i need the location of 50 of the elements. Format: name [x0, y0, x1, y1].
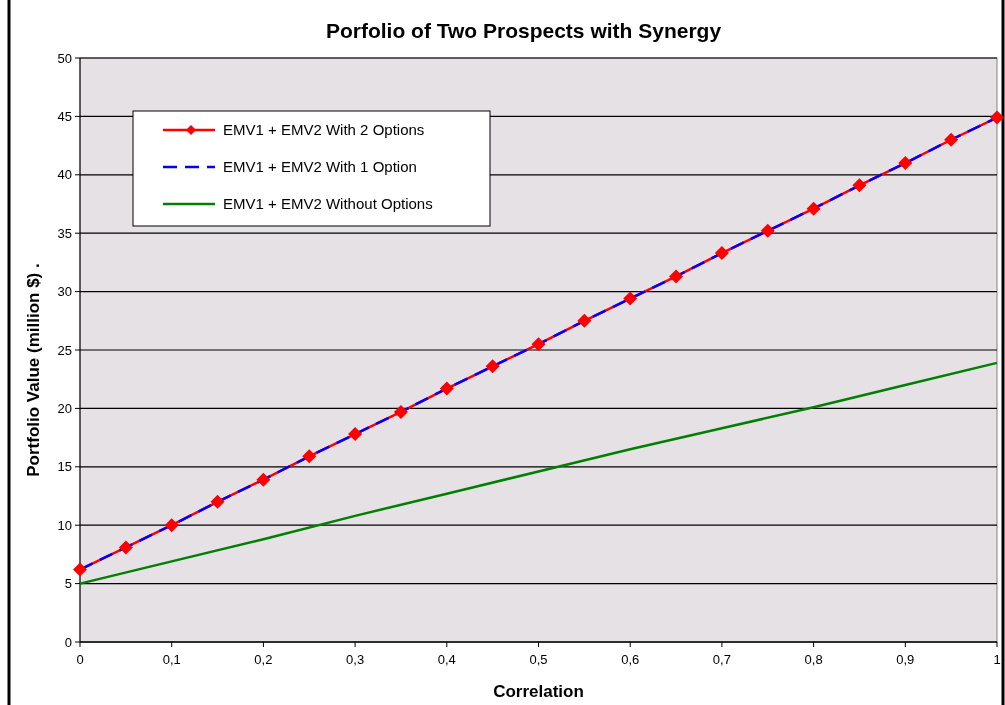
x-tick-label: 0,5: [529, 652, 548, 667]
y-tick-label: 20: [57, 400, 72, 416]
point: [439, 381, 454, 396]
point: [806, 201, 821, 216]
legend-label: EMV1 + EMV2 Without Options: [223, 195, 433, 213]
y-tick-label: 40: [57, 167, 72, 183]
point: [760, 223, 775, 238]
y-tick-label: 10: [57, 517, 72, 533]
point: [898, 156, 913, 171]
x-tick-label: 0,8: [804, 652, 823, 667]
point: [348, 427, 363, 442]
x-tick-label: 0: [76, 652, 84, 667]
point: [669, 269, 684, 284]
y-axis-title: Portfolio Value (million $) .: [24, 263, 43, 477]
chart-title: Porfolio of Two Prospects with Synergy: [325, 19, 722, 42]
legend-label: EMV1 + EMV2 With 1 Option: [223, 158, 417, 176]
y-tick-label: 35: [57, 225, 72, 241]
point: [73, 562, 87, 577]
point: [944, 132, 959, 147]
line-series: [78, 361, 999, 585]
y-tick-label: 0: [64, 634, 72, 650]
x-tick-label: 0,6: [621, 652, 640, 667]
x-tick-label: 0,2: [254, 652, 273, 667]
x-tick-label: 1: [993, 652, 1001, 667]
y-tick-label: 5: [64, 576, 72, 592]
x-tick-label: 0,4: [437, 652, 456, 667]
point: [256, 472, 271, 487]
point: [302, 449, 317, 464]
y-tick-label: 30: [57, 284, 72, 300]
point: [623, 291, 638, 306]
x-axis-title: Correlation: [493, 682, 584, 701]
point: [852, 178, 867, 193]
y-tick-label: 25: [57, 342, 72, 358]
x-tick-label: 0,9: [896, 652, 915, 667]
point: [164, 518, 179, 533]
point: [531, 337, 546, 352]
y-tick-label: 45: [57, 108, 72, 124]
x-tick-label: 0,1: [162, 652, 181, 667]
y-tick-label: 50: [57, 50, 72, 66]
y-tick-label: 15: [57, 459, 72, 475]
point: [990, 110, 1004, 125]
point: [714, 246, 729, 261]
point: [393, 404, 408, 419]
legend-label: EMV1 + EMV2 With 2 Options: [223, 121, 425, 139]
point: [485, 359, 500, 374]
point: [577, 313, 592, 328]
x-tick-label: 0,3: [346, 652, 365, 667]
x-tick-label: 0,7: [712, 652, 731, 667]
point: [210, 494, 225, 509]
point: [118, 540, 133, 555]
